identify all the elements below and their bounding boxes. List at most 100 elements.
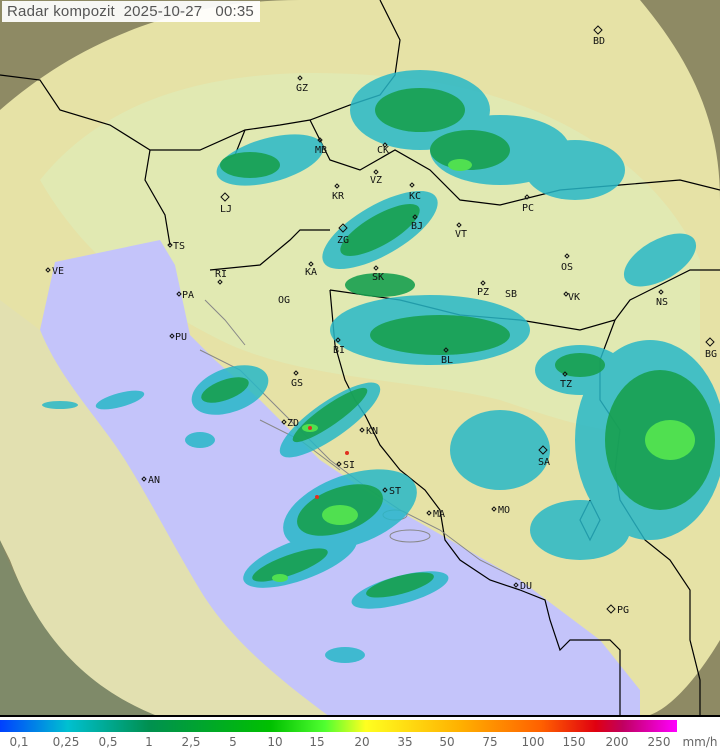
city-marker: KC	[409, 182, 421, 202]
legend-label: 50	[439, 735, 455, 749]
city-marker: MB	[315, 137, 327, 156]
city-marker: ZD	[281, 418, 299, 429]
legend-label: 250	[647, 735, 671, 749]
city-marker: SK	[372, 265, 384, 283]
svg-text:BJ: BJ	[411, 221, 423, 232]
svg-text:KN: KN	[366, 426, 378, 437]
legend-label: 0,25	[52, 735, 80, 749]
svg-text:SB: SB	[505, 289, 517, 300]
svg-text:PZ: PZ	[477, 287, 489, 298]
legend-label: 0,1	[9, 735, 29, 749]
city-marker: SB	[505, 289, 517, 300]
svg-text:TS: TS	[173, 241, 185, 252]
legend-unit: mm/h	[682, 735, 718, 749]
city-marker: KR	[332, 183, 345, 202]
legend-label: 150	[562, 735, 586, 749]
svg-text:MB: MB	[315, 145, 327, 156]
svg-text:KR: KR	[332, 191, 345, 202]
city-marker: ZG	[337, 223, 349, 246]
svg-text:NS: NS	[656, 297, 668, 308]
city-marker: PZ	[477, 280, 489, 298]
city-marker: KN	[359, 426, 378, 437]
city-marker: TS	[167, 241, 185, 252]
echo-peak	[308, 426, 349, 499]
city-marker: PC	[522, 194, 534, 214]
city-marker: PA	[176, 290, 194, 301]
svg-text:KA: KA	[305, 267, 317, 278]
city-marker: NS	[656, 289, 668, 308]
svg-text:PA: PA	[182, 290, 194, 301]
city-marker: VK	[563, 291, 580, 303]
svg-text:GZ: GZ	[296, 83, 308, 94]
city-marker: SI	[336, 460, 355, 471]
svg-text:RI: RI	[215, 269, 227, 280]
legend-label: 20	[354, 735, 370, 749]
svg-text:CK: CK	[377, 145, 389, 156]
svg-text:GS: GS	[291, 378, 303, 389]
city-marker: RI	[215, 269, 227, 285]
city-marker: SA	[538, 445, 550, 468]
svg-text:VZ: VZ	[370, 175, 382, 186]
city-marker: MA	[426, 509, 445, 520]
city-marker: BL	[441, 347, 453, 366]
svg-text:BD: BD	[593, 36, 605, 47]
svg-text:SA: SA	[538, 457, 550, 468]
legend-label: 200	[605, 735, 629, 749]
svg-text:MO: MO	[498, 505, 510, 516]
svg-text:PG: PG	[617, 605, 629, 616]
city-marker: AN	[141, 475, 160, 486]
city-marker: DU	[513, 581, 532, 592]
svg-text:VT: VT	[455, 229, 467, 240]
city-marker: OG	[278, 295, 290, 306]
city-marker: BI	[333, 337, 345, 356]
legend-labels: 0,1 0,25 0,5 1 2,5 5 10 15 20 35 50 75 1…	[0, 735, 720, 751]
map-title: Radar kompozit 2025-10-27 00:35	[2, 1, 260, 22]
svg-text:ST: ST	[389, 486, 401, 497]
city-marker: TZ	[560, 371, 572, 390]
city-marker: PG	[606, 604, 629, 616]
svg-text:OS: OS	[561, 262, 573, 273]
svg-text:LJ: LJ	[220, 204, 232, 215]
svg-text:AN: AN	[148, 475, 160, 486]
legend-label: 75	[482, 735, 498, 749]
echo-high	[272, 159, 695, 582]
legend-label: 0,5	[98, 735, 118, 749]
city-marker: KA	[305, 261, 317, 278]
city-marker: PU	[169, 332, 187, 343]
legend-color-scale	[0, 720, 677, 732]
city-marker: LJ	[220, 192, 232, 215]
echo-mid	[201, 88, 715, 598]
city-marker: BG	[705, 337, 717, 360]
svg-text:KC: KC	[409, 191, 421, 202]
svg-text:VK: VK	[568, 292, 580, 303]
city-marker: VT	[455, 222, 467, 240]
svg-text:MA: MA	[433, 509, 445, 520]
city-marker: BD	[593, 25, 605, 47]
svg-text:PC: PC	[522, 203, 534, 214]
radar-map: GZ BD MB CK VZ KR KC LJ PC BJ VT ZG TS V…	[0, 0, 720, 717]
svg-text:BG: BG	[705, 349, 717, 360]
city-marker: VZ	[370, 169, 382, 186]
svg-text:ZD: ZD	[287, 418, 299, 429]
city-markers: GZ BD MB CK VZ KR KC LJ PC BJ VT ZG TS V…	[45, 25, 717, 616]
city-marker: MO	[491, 505, 510, 516]
legend-label: 15	[309, 735, 325, 749]
legend-label: 5	[229, 735, 237, 749]
city-marker: GS	[291, 370, 303, 389]
svg-text:VE: VE	[52, 266, 64, 277]
legend-label: 35	[397, 735, 413, 749]
svg-text:DU: DU	[520, 581, 532, 592]
city-marker: BJ	[411, 214, 423, 232]
legend-label: 1	[145, 735, 153, 749]
city-marker: CK	[377, 142, 389, 156]
city-marker: OS	[561, 253, 573, 273]
svg-text:BL: BL	[441, 355, 453, 366]
svg-text:SI: SI	[343, 460, 355, 471]
legend-label: 10	[267, 735, 283, 749]
svg-text:BI: BI	[333, 345, 345, 356]
city-marker: VE	[45, 266, 64, 277]
svg-text:PU: PU	[175, 332, 187, 343]
svg-text:TZ: TZ	[560, 379, 572, 390]
italy-land	[0, 300, 330, 717]
